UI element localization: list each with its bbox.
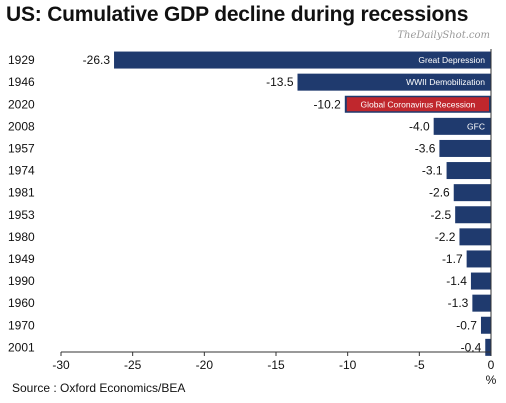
category-label-1990: 1990	[8, 274, 35, 288]
x-tick-label: -30	[52, 358, 70, 372]
value-label-1960: -1.3	[448, 296, 469, 310]
bar-1990	[470, 272, 491, 290]
value-label-1946: -13.5	[266, 75, 294, 89]
x-tick-label: -20	[196, 358, 214, 372]
bar-1960	[472, 294, 491, 312]
value-label-2008: -4.0	[409, 119, 430, 133]
bar-2001	[485, 338, 491, 356]
annotation-1929: Great Depression	[418, 55, 485, 65]
bar-1949	[466, 250, 491, 268]
category-labels: 1929 -26.3 Great Depression 1946 -13.5 WWII D…	[8, 53, 485, 354]
value-label-1974: -3.1	[422, 164, 443, 178]
chart-title: US: Cumulative GDP decline during recess…	[6, 3, 469, 26]
watermark: TheDailyShot.com	[397, 30, 490, 41]
category-label-1974: 1974	[8, 164, 35, 178]
value-label-1990: -1.4	[446, 274, 467, 288]
bar-2008	[433, 117, 491, 135]
bar-1957	[439, 139, 491, 157]
x-axis-unit: %	[486, 373, 497, 387]
x-axis: -30 -25 -20 -15 -10 -5 0%	[52, 49, 497, 387]
bar-1981	[453, 184, 491, 202]
value-label-1981: -2.6	[429, 186, 450, 200]
category-label-1970: 1970	[8, 318, 35, 332]
x-tick-label: -10	[339, 358, 357, 372]
value-label-1957: -3.6	[415, 141, 436, 155]
category-label-1953: 1953	[8, 208, 35, 222]
bar-1953	[455, 206, 491, 224]
value-label-1949: -1.7	[442, 252, 463, 266]
x-tick-label: -25	[124, 358, 142, 372]
category-label-2001: 2001	[8, 340, 35, 354]
annotation-2020: Global Coronavirus Recession	[360, 99, 475, 109]
x-tick-label: 0	[488, 358, 495, 372]
annotation-1946: WWII Demobilization	[406, 77, 485, 87]
category-label-2008: 2008	[8, 119, 35, 133]
source-note: Source : Oxford Economics/BEA	[12, 381, 186, 395]
category-label-1946: 1946	[8, 75, 35, 89]
value-label-1980: -2.2	[435, 230, 456, 244]
category-label-2020: 2020	[8, 97, 35, 111]
x-tick-label: -5	[414, 358, 425, 372]
bar-1974	[446, 162, 491, 180]
category-label-1929: 1929	[8, 53, 35, 67]
category-label-1960: 1960	[8, 296, 35, 310]
value-label-2020: -10.2	[313, 97, 341, 111]
category-label-1949: 1949	[8, 252, 35, 266]
bar-1970	[480, 316, 491, 334]
value-label-1970: -0.7	[456, 318, 477, 332]
value-label-2001: -0.4	[461, 340, 482, 354]
category-label-1980: 1980	[8, 230, 35, 244]
annotation-box-2020	[346, 97, 489, 112]
bar-1946	[297, 73, 491, 91]
category-label-1981: 1981	[8, 186, 35, 200]
category-label-1957: 1957	[8, 141, 35, 155]
value-label-1929: -26.3	[83, 53, 111, 67]
bar-1929	[114, 51, 492, 69]
x-tick-label: -15	[267, 358, 285, 372]
bars-layer	[114, 51, 492, 356]
bar-1980	[459, 228, 491, 246]
annotation-2008: GFC	[467, 121, 485, 131]
value-label-1953: -2.5	[430, 208, 451, 222]
